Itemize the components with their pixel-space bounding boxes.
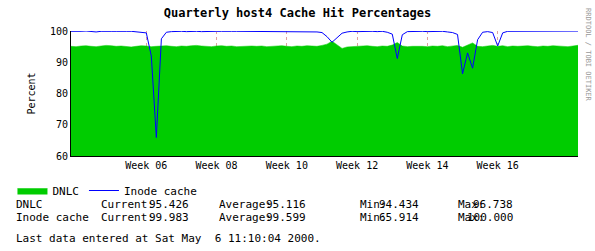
svg-text:90: 90 — [56, 57, 68, 68]
svg-text:RRDTOOL / TOBI OETIKER: RRDTOOL / TOBI OETIKER — [584, 8, 592, 102]
svg-text:95.116: 95.116 — [266, 198, 306, 211]
svg-text:80: 80 — [56, 88, 68, 99]
svg-text:Min:: Min: — [360, 198, 387, 211]
svg-text:94.434: 94.434 — [379, 198, 419, 211]
svg-text:100: 100 — [50, 26, 68, 37]
svg-text:Inode cache: Inode cache — [124, 185, 197, 198]
svg-text:Max:: Max: — [458, 198, 485, 211]
svg-text:DNLC: DNLC — [16, 198, 43, 211]
svg-text:Quarterly host4 Cache Hit Perc: Quarterly host4 Cache Hit Percentages — [164, 6, 431, 20]
svg-text:Last data entered at Sat May: Last data entered at Sat May 6 11:10:04 … — [16, 232, 321, 245]
svg-text:60: 60 — [56, 151, 68, 162]
svg-text:Week 08: Week 08 — [195, 160, 237, 171]
svg-text:99.599: 99.599 — [266, 211, 306, 224]
svg-text:96.738: 96.738 — [473, 198, 513, 211]
svg-text:Current:: Current: — [101, 198, 154, 211]
svg-text:Week 06: Week 06 — [125, 160, 167, 171]
svg-text:65.914: 65.914 — [379, 211, 419, 224]
svg-text:Average:: Average: — [219, 211, 272, 224]
svg-text:Percent: Percent — [26, 72, 37, 114]
svg-text:100.000: 100.000 — [467, 211, 513, 224]
svg-text:Week 12: Week 12 — [336, 160, 378, 171]
svg-text:Week 10: Week 10 — [266, 160, 308, 171]
svg-text:Inode cache: Inode cache — [16, 211, 89, 224]
svg-text:Week 16: Week 16 — [477, 160, 519, 171]
svg-text:Max:: Max: — [458, 211, 485, 224]
svg-text:Week 14: Week 14 — [406, 160, 448, 171]
svg-text:95.426: 95.426 — [149, 198, 189, 211]
svg-text:99.983: 99.983 — [149, 211, 189, 224]
svg-text:70: 70 — [56, 119, 68, 130]
svg-text:Min:: Min: — [360, 211, 387, 224]
svg-text:Average:: Average: — [219, 198, 272, 211]
svg-text:DNLC: DNLC — [52, 185, 79, 198]
svg-text:Current:: Current: — [101, 211, 154, 224]
